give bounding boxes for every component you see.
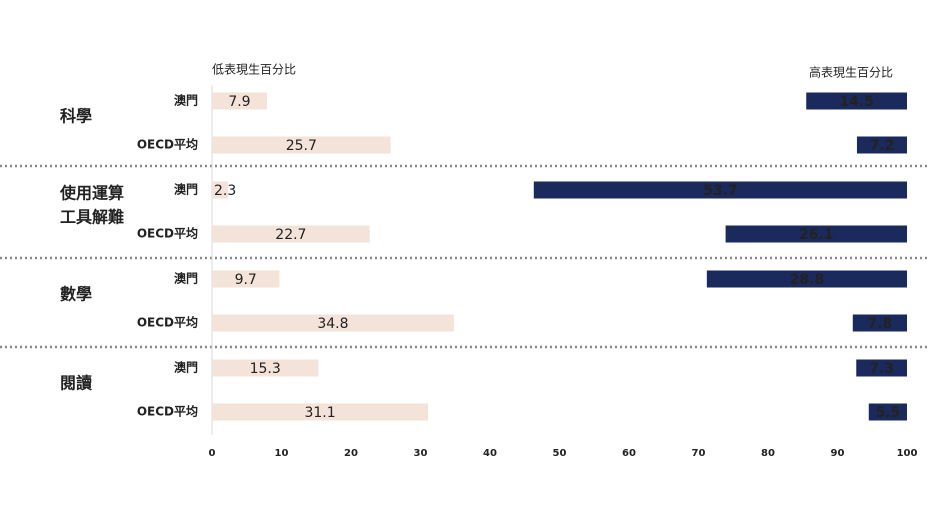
group-label: 閱讀 xyxy=(60,374,92,393)
group-label: 工具解難 xyxy=(60,208,124,227)
group-label: 科學 xyxy=(60,107,92,126)
category-label: 澳門 xyxy=(174,271,198,286)
value-label: 28.8 xyxy=(790,272,825,288)
legend-high: 高表現生百分比 xyxy=(809,65,893,80)
low-bar xyxy=(212,270,280,288)
category-label: OECD平均 xyxy=(137,404,198,419)
high-bar xyxy=(856,136,907,154)
value-label: 25.7 xyxy=(286,138,317,154)
value-label: 15.3 xyxy=(250,361,281,377)
high-bar xyxy=(533,181,907,199)
x-tick-label: 80 xyxy=(761,448,775,459)
high-bar xyxy=(856,359,907,377)
value-label: 5.5 xyxy=(875,405,900,421)
low-bar xyxy=(212,92,267,110)
x-tick-label: 20 xyxy=(344,448,358,459)
value-label: 7.8 xyxy=(867,316,892,332)
x-tick-label: 100 xyxy=(897,448,918,459)
high-bar xyxy=(868,403,907,421)
value-label: 34.8 xyxy=(317,316,348,332)
value-label: 7.3 xyxy=(869,361,894,377)
value-label: 7.9 xyxy=(228,94,250,110)
category-label: OECD平均 xyxy=(137,315,198,330)
x-tick-label: 60 xyxy=(622,448,636,459)
value-label: 9.7 xyxy=(235,272,257,288)
value-label: 2.3 xyxy=(214,183,236,199)
category-label: 澳門 xyxy=(174,360,198,375)
value-label: 7.2 xyxy=(870,138,895,154)
low-bar xyxy=(212,359,319,377)
value-label: 26.1 xyxy=(799,227,834,243)
x-tick-label: 30 xyxy=(414,448,428,459)
group-label: 使用運算 xyxy=(59,184,124,203)
legend-low: 低表現生百分比 xyxy=(212,63,296,77)
category-label: 澳門 xyxy=(174,93,198,108)
high-bar xyxy=(806,92,907,110)
x-tick-label: 40 xyxy=(483,448,497,459)
x-tick-label: 10 xyxy=(275,448,289,459)
value-label: 14.5 xyxy=(839,94,874,110)
low-bar xyxy=(212,225,370,243)
x-tick-label: 0 xyxy=(209,448,216,459)
low-bar xyxy=(212,181,228,199)
value-label: 53.7 xyxy=(703,183,738,199)
value-label: 31.1 xyxy=(304,405,335,421)
x-tick-label: 90 xyxy=(831,448,845,459)
high-bar xyxy=(852,314,907,332)
x-tick-label: 70 xyxy=(692,448,706,459)
category-label: OECD平均 xyxy=(137,137,198,152)
low-bar xyxy=(212,403,429,421)
low-bar xyxy=(212,314,454,332)
high-bar xyxy=(725,225,907,243)
low-bar xyxy=(212,136,391,154)
x-tick-label: 50 xyxy=(553,448,567,459)
value-label: 22.7 xyxy=(275,227,306,243)
category-label: 澳門 xyxy=(174,182,198,197)
group-label: 數學 xyxy=(60,285,92,304)
high-bar xyxy=(706,270,907,288)
category-label: OECD平均 xyxy=(137,226,198,241)
